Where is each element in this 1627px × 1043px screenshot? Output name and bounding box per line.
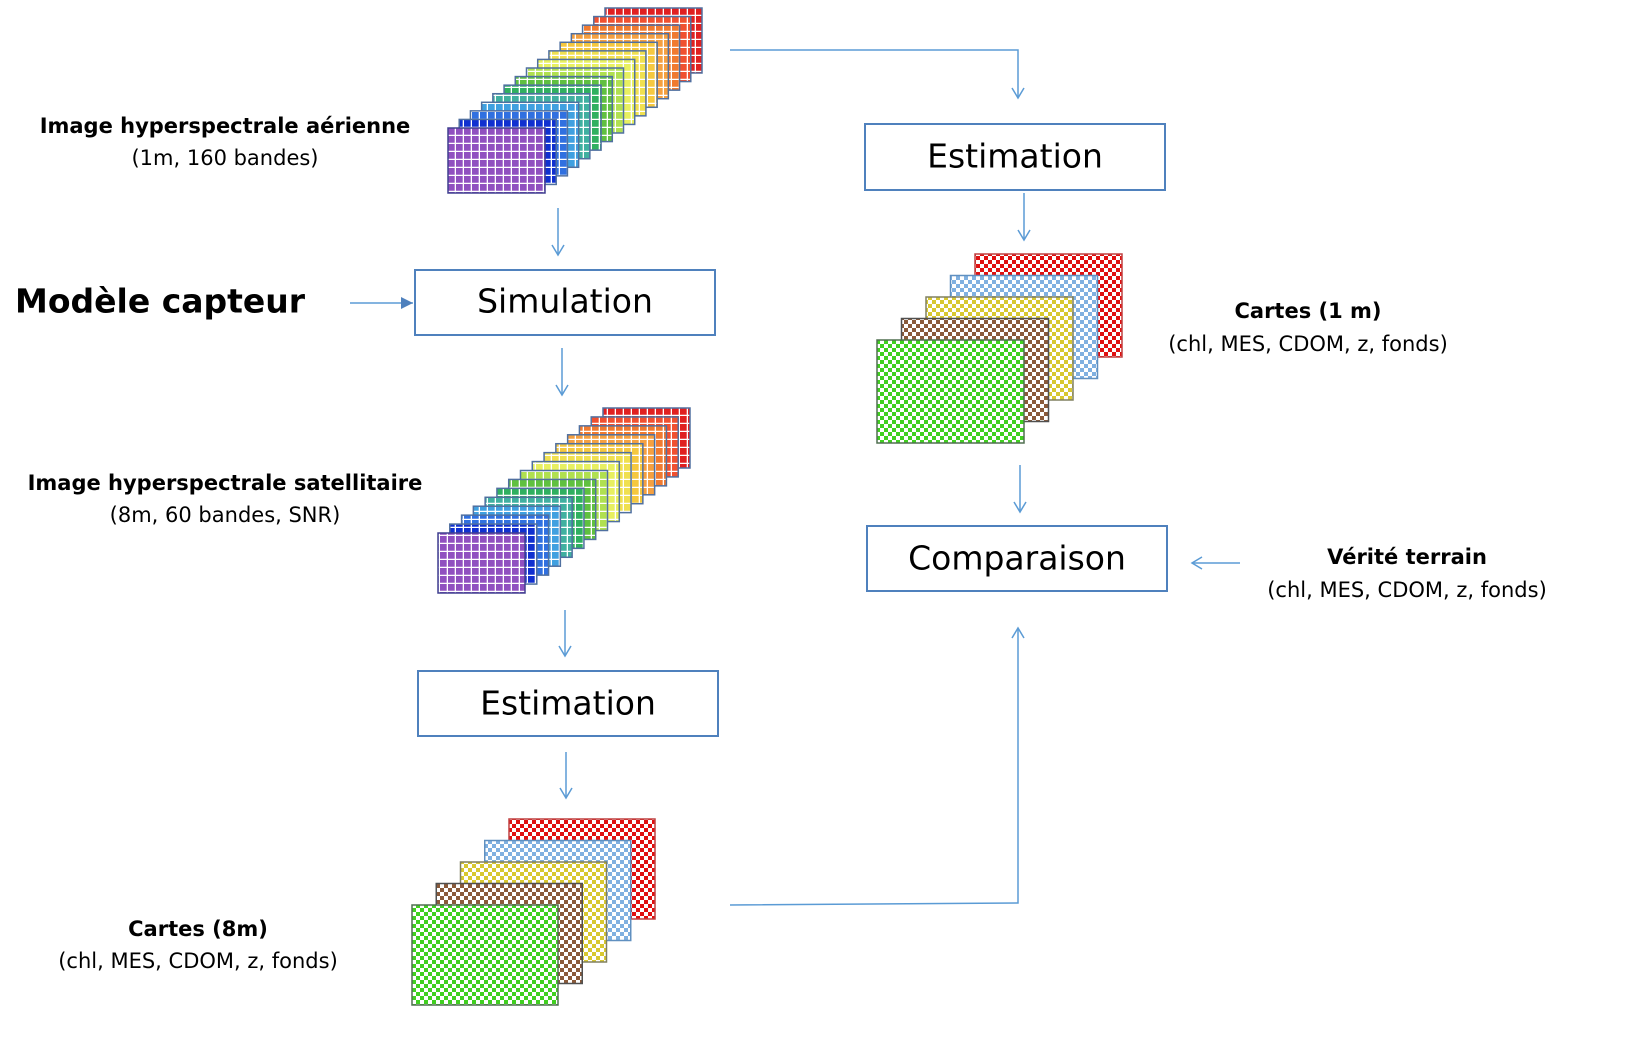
box-label: Comparaison [908, 539, 1126, 578]
band-layer [437, 532, 526, 594]
box [414, 269, 716, 336]
map-layer [411, 904, 559, 1006]
detail: (chl, MES, CDOM, z, fonds) [1168, 332, 1448, 356]
label: Image hyperspectrale aérienne [40, 114, 411, 138]
sensor-model: Modèle capteur [15, 282, 306, 321]
label: Image hyperspectrale satellitaire [28, 471, 423, 495]
label: Cartes (1 m) [1234, 299, 1381, 323]
stacks [411, 7, 1123, 1006]
box [417, 670, 719, 737]
detail: (chl, MES, CDOM, z, fonds) [58, 949, 338, 973]
detail: (chl, MES, CDOM, z, fonds) [1267, 578, 1547, 602]
arrow [730, 49, 1025, 100]
band-layer [447, 127, 546, 194]
box-label: Estimation [927, 137, 1103, 176]
label: Cartes (8m) [128, 917, 268, 941]
detail: (1m, 160 bandes) [131, 146, 318, 170]
map-layer [876, 339, 1025, 444]
box [866, 525, 1168, 592]
box-label: Estimation [480, 684, 656, 723]
arrow [729, 626, 1025, 906]
box [864, 123, 1166, 191]
label: Vérité terrain [1327, 545, 1487, 569]
box-label: Simulation [477, 282, 653, 321]
detail: (8m, 60 bandes, SNR) [110, 503, 341, 527]
